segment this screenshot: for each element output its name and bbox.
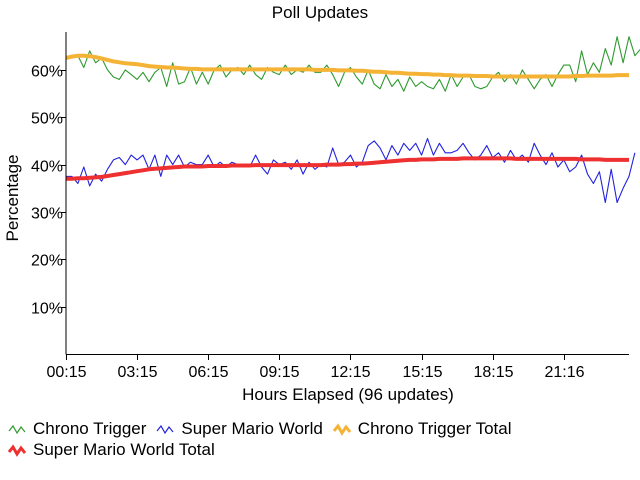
legend-label-chrono-trigger: Chrono Trigger — [33, 418, 147, 438]
y-tick-label: 40% — [31, 159, 63, 176]
y-tick-label: 50% — [31, 111, 63, 128]
x-tick-label: 06:15 — [188, 364, 228, 381]
x-tick-label: 03:15 — [117, 364, 157, 381]
x-axis-title: Hours Elapsed (96 updates) — [242, 385, 454, 404]
legend-swatch-super-mario-world — [156, 424, 174, 434]
series-line-chrono-trigger-total — [65, 53, 629, 79]
series-line-super-mario-world — [66, 137, 636, 204]
x-axis: 00:15 03:15 06:15 09:15 12:15 15:15 18:15 21:16 — [46, 354, 629, 381]
poll-chart: Poll Updates 10% 20% 30% 40% 50% 60% 00:15 03:… — [3, 3, 640, 404]
y-tick-label: 10% — [31, 301, 63, 318]
y-tick-label: 30% — [31, 206, 63, 223]
legend-line-super-mario-world-total — [8, 443, 27, 457]
chart-title: Poll Updates — [272, 3, 368, 22]
legend-swatch-chrono-trigger — [8, 424, 26, 434]
chart-legend: Chrono Trigger Super Mario World Chrono … — [8, 418, 628, 460]
legend-item-super-mario-world: Super Mario World — [156, 418, 323, 439]
legend-swatch-chrono-trigger-total — [332, 422, 351, 436]
legend-label-super-mario-world-total: Super Mario World Total — [33, 439, 215, 459]
legend-line-chrono-trigger — [8, 424, 26, 434]
x-tick-label: 12:15 — [330, 364, 370, 381]
legend-item-chrono-trigger-total: Chrono Trigger Total — [332, 418, 512, 439]
legend-line-super-mario-world — [156, 424, 174, 434]
legend-row-2: Super Mario World Total — [8, 439, 628, 460]
y-tick-label: 60% — [31, 64, 63, 81]
legend-label-chrono-trigger-total: Chrono Trigger Total — [357, 418, 512, 438]
x-tick-label: 21:16 — [544, 364, 584, 381]
legend-label-super-mario-world: Super Mario World — [181, 418, 323, 438]
y-axis-title: Percentage — [3, 155, 22, 242]
y-tick-label: 20% — [31, 253, 63, 270]
plot-area — [65, 36, 640, 204]
legend-item-super-mario-world-total: Super Mario World Total — [8, 440, 215, 460]
legend-swatch-super-mario-world-total — [8, 443, 27, 457]
legend-line-chrono-trigger-total — [332, 422, 351, 436]
y-axis: 10% 20% 30% 40% 50% 60% — [31, 32, 67, 355]
series-line-super-mario-world-total — [66, 156, 629, 181]
legend-item-chrono-trigger: Chrono Trigger — [8, 419, 146, 439]
series-line-chrono-trigger — [66, 36, 640, 92]
x-tick-label: 00:15 — [46, 364, 86, 381]
x-tick-label: 15:15 — [402, 364, 442, 381]
x-tick-label: 18:15 — [473, 364, 513, 381]
x-tick-label: 09:15 — [259, 364, 299, 381]
legend-row-1: Chrono Trigger Super Mario World Chrono … — [8, 418, 628, 439]
